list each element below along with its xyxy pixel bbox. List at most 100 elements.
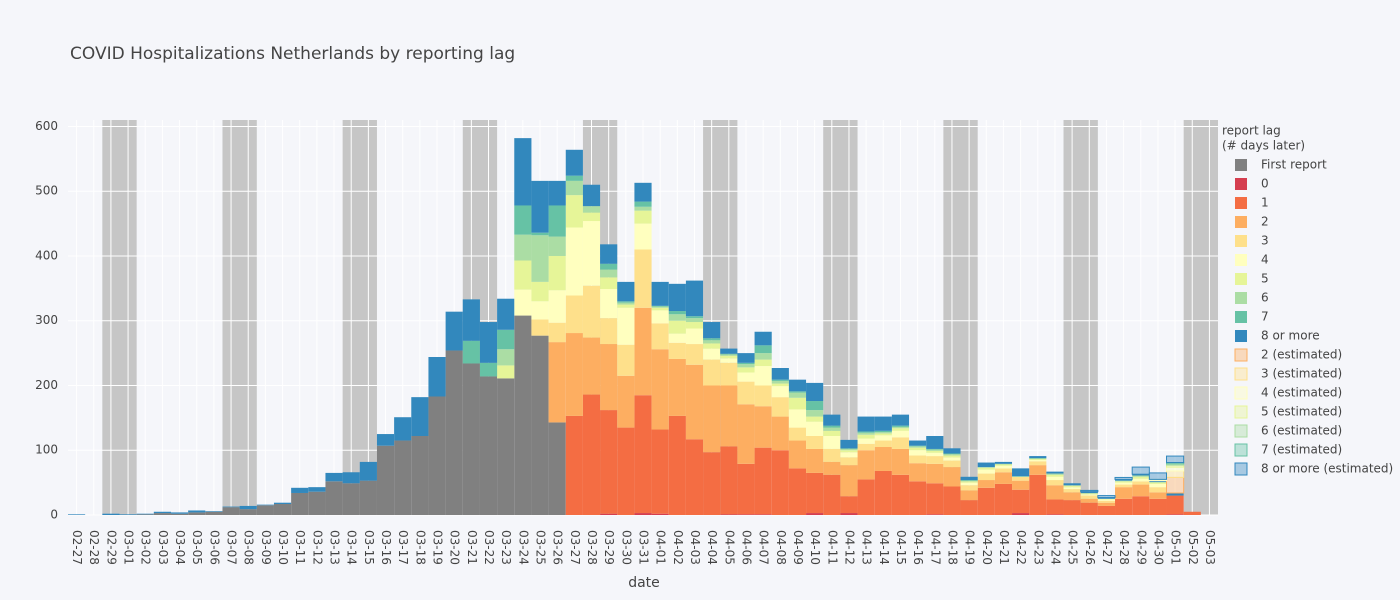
bar-segment [222, 506, 240, 508]
bar-segment [960, 481, 978, 483]
bar-segment [1063, 492, 1081, 501]
bar-segment [651, 307, 669, 311]
bar-segment [634, 307, 652, 396]
bar-segment [548, 180, 566, 206]
bar-segment [1029, 465, 1047, 475]
bar-segment [1029, 456, 1047, 459]
x-tick-label: 03-05 [190, 530, 204, 565]
bar-segment [548, 236, 566, 256]
bar-segment [1029, 458, 1047, 460]
bar-segment [548, 255, 566, 291]
bar-segment [1097, 497, 1116, 499]
bar-segment [497, 349, 515, 366]
bar-segment [1149, 492, 1167, 499]
bar-segment [273, 502, 292, 504]
bar-segment [771, 416, 789, 451]
bar-segment [1148, 472, 1168, 480]
bar-segment [857, 431, 875, 433]
x-tick-label: 05-03 [1203, 530, 1217, 565]
bar-segment [1012, 468, 1030, 477]
bar-segment [1097, 500, 1116, 503]
bar-segment [479, 376, 498, 515]
x-tick-label: 04-06 [739, 530, 753, 565]
bar-segment [685, 439, 704, 515]
bar-segment [1046, 474, 1064, 477]
bar-segment [857, 479, 875, 515]
x-tick-label: 03-30 [619, 530, 633, 565]
bar-segment [617, 375, 635, 428]
x-tick-label: 02-29 [104, 530, 118, 565]
bar-segment [479, 362, 498, 377]
bar-segment [617, 281, 635, 302]
bar-segment [1063, 485, 1081, 486]
bar-segment [960, 490, 978, 501]
bar-segment [926, 452, 944, 457]
legend-swatch [1234, 424, 1248, 438]
bar-segment [891, 437, 910, 449]
bar-segment [582, 212, 601, 222]
bar-segment [1063, 483, 1081, 486]
bar-segment [703, 348, 721, 360]
bar-segment [703, 340, 721, 344]
x-tick-label: 03-28 [585, 530, 599, 565]
bar-segment [977, 462, 995, 468]
bar-segment [737, 381, 755, 405]
x-tick-label: 04-04 [705, 530, 719, 565]
bar-segment [1097, 499, 1116, 501]
bar-segment [634, 249, 652, 308]
bar-segment [1046, 514, 1064, 515]
bar-segment [428, 396, 446, 515]
bar-segment [291, 487, 309, 493]
bar-segment [565, 180, 583, 196]
bar-segment [617, 427, 635, 515]
x-tick-label: 04-29 [1134, 530, 1148, 565]
bar-segment [943, 448, 961, 454]
x-tick-label: 03-15 [362, 530, 376, 565]
bar-segment [909, 450, 927, 456]
bar-segment [960, 480, 978, 482]
bar-segment [771, 383, 789, 387]
bar-segment [823, 448, 841, 462]
bar-segment [668, 342, 686, 359]
bar-segment [909, 481, 927, 515]
bar-segment [634, 223, 652, 250]
bar-segment [68, 514, 86, 515]
legend-label: 7 [1261, 310, 1269, 324]
bar-segment [1115, 498, 1133, 515]
bar-segment [994, 461, 1013, 464]
bar-segment [806, 448, 824, 473]
bar-segment [840, 457, 858, 466]
bar-segment [806, 472, 824, 514]
bar-segment [943, 454, 961, 456]
bar-segment [119, 514, 137, 515]
x-tick-label: 03-27 [568, 530, 582, 565]
bar-segment [668, 358, 686, 416]
x-tick-label: 04-17 [928, 530, 942, 565]
bar-segment [651, 323, 669, 350]
bar-segment [153, 513, 171, 515]
bar-segment [222, 507, 240, 515]
bar-segment [359, 480, 377, 515]
bar-segment [582, 337, 601, 395]
weekend-band [102, 120, 137, 515]
x-tick-label: 03-22 [482, 530, 496, 565]
bar-segment [582, 394, 601, 515]
bar-segment [943, 467, 961, 487]
bar-segment [565, 175, 583, 181]
bar-segment [548, 422, 566, 515]
bar-segment [617, 301, 635, 303]
bar-segment [1063, 485, 1081, 488]
bar-segment [239, 509, 257, 515]
bar-segment [994, 464, 1013, 466]
bar-segment [136, 514, 154, 515]
bar-segment [1012, 480, 1030, 490]
bar-segment [1183, 511, 1201, 515]
bar-segment [943, 460, 961, 468]
bar-segment [1012, 476, 1030, 477]
bar-segment [1080, 489, 1099, 493]
bar-segment [445, 350, 463, 515]
y-tick-label: 0 [50, 508, 58, 522]
x-tick-label: 02-28 [87, 530, 101, 565]
bar-segment [840, 439, 858, 449]
